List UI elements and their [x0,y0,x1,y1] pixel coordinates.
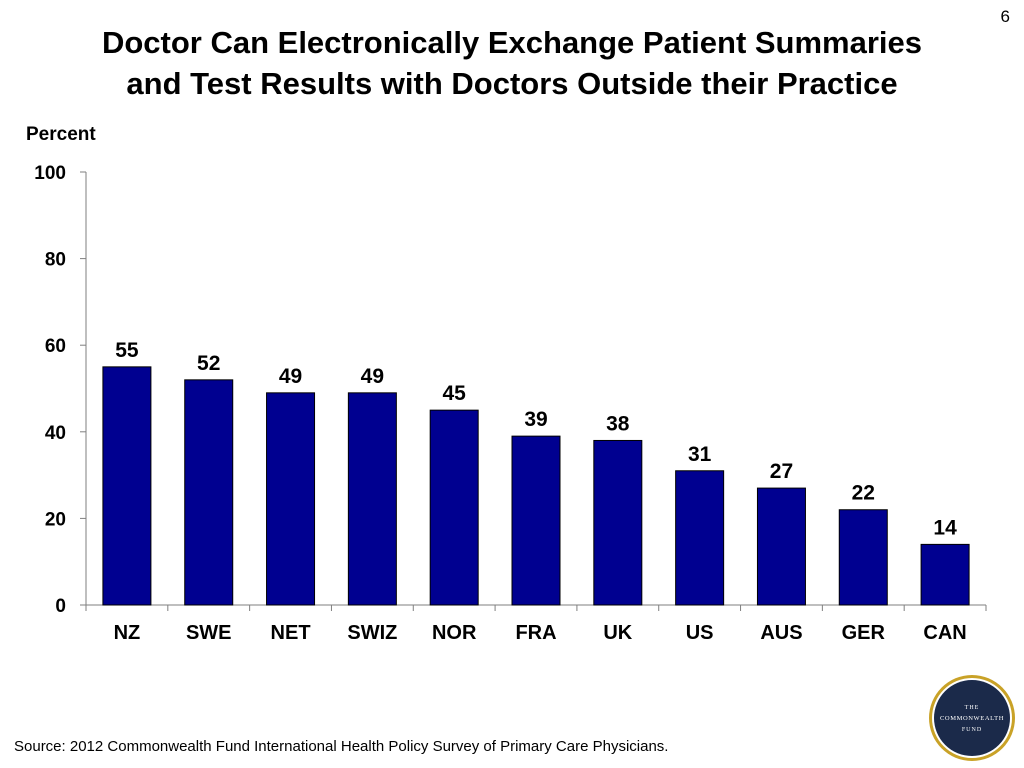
data-label: 49 [279,365,302,388]
x-tick-label: SWE [186,622,232,644]
svg-text:THE: THE [965,705,980,711]
x-tick-label: GER [842,622,886,644]
bar [838,509,888,606]
svg-text:FUND: FUND [962,727,982,733]
data-label: 22 [852,482,875,505]
bar [593,439,643,606]
data-label: 45 [443,382,467,405]
bar [429,409,479,606]
y-tick-label: 100 [34,163,66,184]
data-label: 27 [770,460,793,483]
bar [920,543,970,606]
x-tick-label: FRA [515,622,556,644]
data-label: 14 [933,516,957,539]
bar [184,379,234,606]
x-tick-label: NZ [114,622,141,644]
x-tick-label: US [686,622,714,644]
svg-text:COMMONWEALTH: COMMONWEALTH [940,715,1004,722]
source-note: Source: 2012 Commonwealth Fund Internati… [14,738,669,755]
data-label: 38 [606,412,630,435]
x-tick-label: UK [603,622,632,644]
y-tick-label: 40 [45,423,66,444]
y-tick-label: 80 [45,250,66,271]
chart-title: Doctor Can Electronically Exchange Patie… [0,22,1024,104]
x-tick-label: NOR [432,622,477,644]
x-tick-label: CAN [923,622,966,644]
bar [102,366,152,606]
data-label: 31 [688,443,712,466]
bar [675,470,725,606]
x-tick-label: SWIZ [347,622,397,644]
y-axis-label: Percent [26,124,96,145]
y-tick-label: 0 [55,596,66,617]
chart-title-line-2: and Test Results with Doctors Outside th… [126,66,898,101]
bar [756,487,806,606]
x-tick-label: NET [271,622,311,644]
bar-chart: 0 20 40 60 80 100 55 NZ 52 SWE 49 NET 49 SWIZ 45 NOR 39 F… [34,163,987,644]
data-label: 39 [524,408,547,431]
bar [511,435,561,606]
x-tick-label: AUS [760,622,802,644]
data-label: 52 [197,352,220,375]
bar [266,392,316,606]
data-label: 55 [115,339,139,362]
chart-title-line-1: Doctor Can Electronically Exchange Patie… [101,25,923,60]
commonwealth-fund-logo-icon: THE COMMONWEALTH FUND [929,675,1015,761]
bar [347,392,397,606]
slide-number: 6 [1000,7,1010,26]
y-tick-label: 60 [45,336,66,357]
data-label: 49 [361,365,384,388]
y-tick-label: 20 [45,509,66,530]
